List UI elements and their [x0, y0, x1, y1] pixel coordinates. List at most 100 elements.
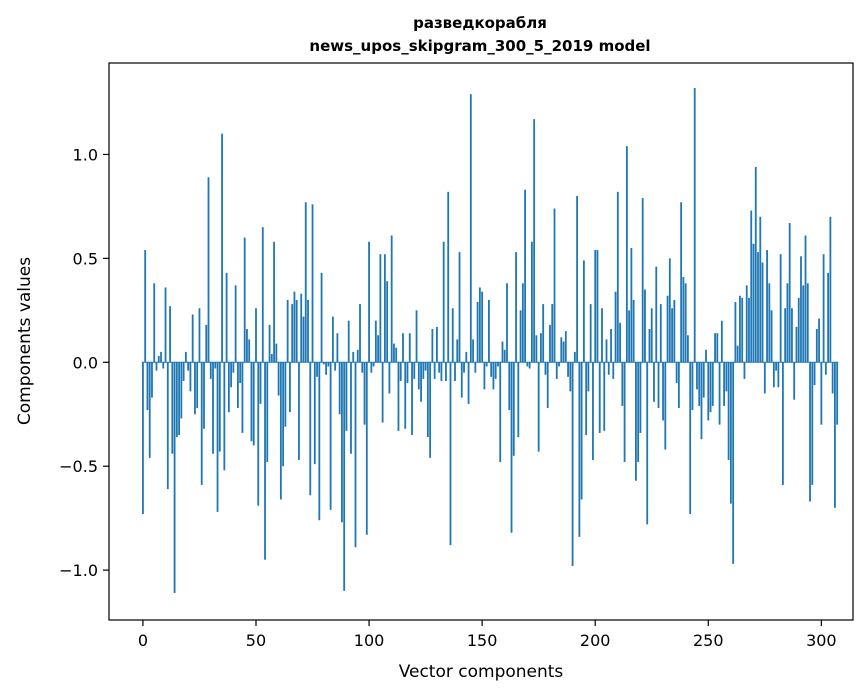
bar-229: [659, 304, 662, 363]
bar-277: [768, 283, 771, 363]
bar-21: [189, 362, 192, 392]
bar-254: [716, 333, 719, 363]
bar-24: [196, 362, 199, 408]
bar-222: [644, 289, 646, 363]
bar-169: [524, 189, 526, 363]
bar-11: [166, 362, 169, 490]
bar-158: [499, 362, 502, 463]
bar-14: [173, 362, 176, 593]
bar-33: [216, 362, 219, 512]
bar-241: [687, 335, 689, 363]
bar-146: [472, 339, 474, 363]
bar-179: [546, 362, 549, 408]
bar-17: [180, 362, 183, 419]
bar-201: [596, 250, 599, 363]
bar-301: [822, 254, 825, 363]
bar-233: [668, 258, 671, 363]
bar-155: [492, 362, 495, 390]
bar-230: [662, 362, 664, 421]
bar-92: [350, 362, 352, 454]
bar-111: [393, 343, 395, 363]
bar-231: [664, 362, 667, 450]
bar-283: [781, 362, 784, 485]
bar-119: [411, 362, 413, 436]
bar-136: [449, 362, 452, 546]
bar-79: [320, 272, 323, 363]
bar-26: [200, 362, 203, 485]
bar-294: [806, 283, 809, 363]
bar-279: [772, 362, 775, 388]
bar-125: [424, 362, 427, 371]
bar-120: [413, 362, 416, 379]
bar-224: [648, 329, 651, 363]
plot-frame: [108, 62, 854, 621]
bar-22: [191, 314, 194, 363]
bar-54: [264, 362, 266, 560]
bar-126: [426, 362, 429, 438]
bar-23: [194, 362, 196, 415]
chart-subtitle: news_upos_skipgram_300_5_2019 model: [309, 37, 650, 55]
bar-178: [544, 362, 547, 375]
bar-168: [521, 283, 524, 363]
bar-167: [519, 310, 522, 363]
bar-285: [786, 283, 789, 363]
bar-172: [530, 241, 533, 363]
bar-32: [214, 362, 217, 369]
bar-300: [820, 362, 823, 425]
bar-42: [237, 362, 239, 408]
bar-160: [503, 349, 506, 363]
bar-100: [368, 241, 370, 363]
bar-247: [700, 362, 703, 440]
bar-102: [372, 362, 375, 367]
bar-133: [442, 241, 445, 363]
bar-164: [512, 362, 515, 456]
bar-106: [381, 362, 384, 423]
bar-123: [420, 362, 422, 402]
bar-299: [818, 318, 820, 363]
bar-188: [567, 362, 569, 377]
bar-2: [146, 362, 149, 411]
bar-124: [422, 362, 425, 379]
bar-67: [293, 291, 296, 363]
bar-31: [212, 362, 214, 454]
bar-83: [329, 362, 332, 510]
bar-292: [802, 285, 805, 363]
bar-261: [732, 362, 735, 564]
y-axis-label: Components values: [15, 257, 35, 425]
bar-132: [440, 362, 443, 381]
bar-162: [508, 362, 511, 411]
bar-58: [273, 241, 275, 363]
bar-40: [232, 362, 235, 373]
bar-272: [757, 252, 759, 363]
y-tick-label: −0.5: [59, 457, 98, 476]
bar-105: [379, 254, 382, 363]
bar-34: [218, 362, 221, 452]
bar-53: [261, 227, 264, 363]
bar-28: [205, 324, 208, 363]
bar-39: [230, 362, 233, 388]
bar-98: [363, 362, 366, 425]
bar-217: [632, 299, 635, 363]
bar-286: [788, 223, 791, 363]
bar-143: [465, 351, 468, 363]
bar-46: [246, 329, 248, 363]
bar-103: [374, 320, 377, 363]
bar-74: [309, 362, 312, 496]
bar-134: [445, 362, 447, 381]
bar-66: [291, 304, 294, 363]
bar-185: [560, 337, 563, 363]
bar-144: [467, 362, 470, 404]
bar-268: [748, 297, 750, 363]
bar-275: [763, 362, 766, 394]
bar-86: [336, 333, 339, 363]
x-tick-label: 100: [354, 631, 385, 650]
bar-255: [718, 362, 721, 425]
bar-244: [693, 87, 696, 363]
bar-270: [752, 243, 755, 363]
bar-25: [198, 308, 201, 363]
bar-16: [178, 362, 181, 436]
bar-227: [655, 266, 658, 363]
bar-5: [153, 283, 156, 363]
bar-84: [331, 316, 334, 363]
